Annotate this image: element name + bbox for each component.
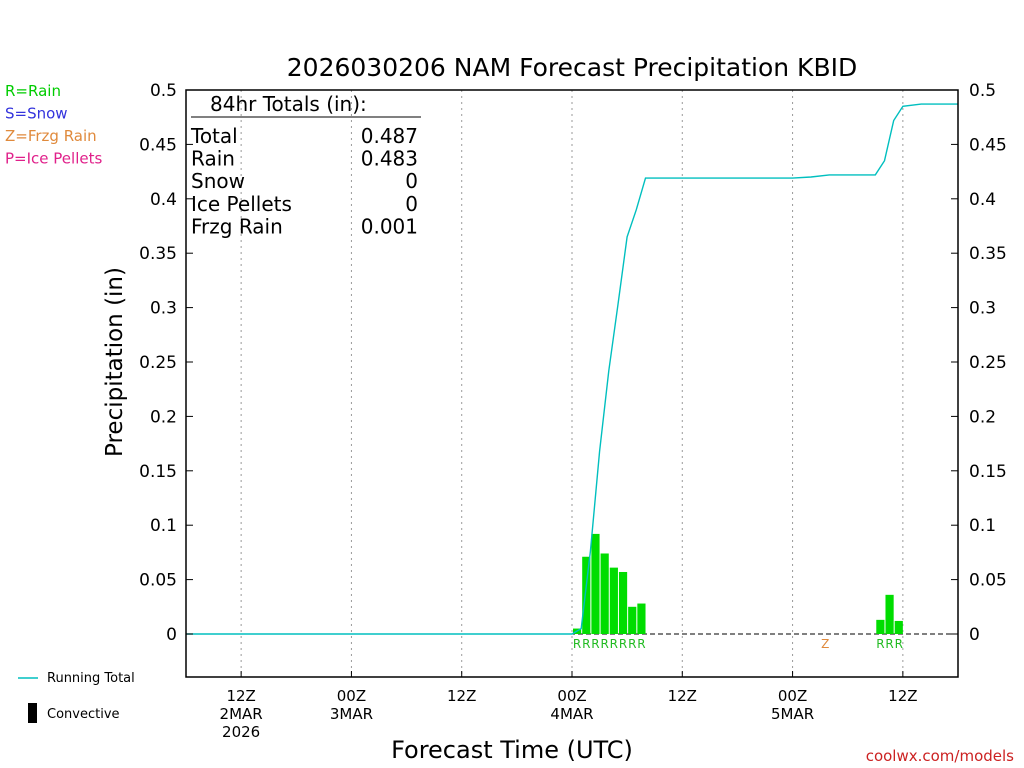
y-tick-label-left-1: 0.05 [139,571,177,591]
x-tick-label-1-0: 00Z [337,687,366,705]
precip-type-letter-1: R [582,637,590,651]
chart-title: 2026030206 NAM Forecast Precipitation KB… [287,53,857,82]
precip-type-letter-7: R [637,637,645,651]
totals-value-4: 0.001 [361,214,418,238]
x-tick-label-5-1: 5MAR [771,705,814,723]
y-tick-label-right-8: 0.4 [969,190,996,210]
x-tick-label-5-0: 00Z [778,687,807,705]
convective-swatch [28,703,37,723]
legend-type-3: P=Ice Pellets [5,150,102,168]
y-tick-label-left-8: 0.4 [150,190,177,210]
legend-type-0: R=Rain [5,82,61,100]
y-tick-label-right-0: 0 [969,625,980,645]
precip-type-letter-6: R [628,637,636,651]
totals-value-2: 0 [405,169,418,193]
precip-type-letter-0: R [573,637,581,651]
precip-bar-9 [876,619,885,634]
running-total-legend-label: Running Total [47,671,135,686]
totals-label-4: Frzg Rain [191,214,283,238]
precip-type-letter-2: R [591,637,599,651]
precip-bar-7 [637,603,646,634]
precip-type-letter-11: R [895,637,903,651]
y-tick-label-left-6: 0.3 [150,299,177,319]
y-tick-label-left-9: 0.45 [139,135,177,155]
legend-type-1: S=Snow [5,105,68,123]
x-tick-label-4-0: 12Z [668,687,697,705]
running-total-line [186,103,958,635]
precip-bar-5 [618,571,628,634]
totals-label-2: Snow [191,169,245,193]
y-tick-label-right-3: 0.15 [969,462,1007,482]
precip-type-letter-10: R [885,637,893,651]
y-tick-label-left-3: 0.15 [139,462,177,482]
precip-type-letter-4: R [610,637,618,651]
convective-legend-label: Convective [47,707,120,722]
totals-value-1: 0.483 [361,147,418,171]
x-tick-label-1-1: 3MAR [330,705,373,723]
precip-type-letter-9: R [876,637,884,651]
y-tick-label-right-4: 0.2 [969,407,996,427]
precip-type-legend: R=Rain S=Snow Z=Frzg Rain P=Ice Pellets [5,82,102,168]
totals-label-0: Total [190,124,238,148]
y-tick-label-left-10: 0.5 [150,81,177,101]
hourly-precip-bars [573,533,903,634]
precip-type-letter-8: Z [821,637,829,651]
legend-type-2: Z=Frzg Rain [5,127,97,145]
totals-label-1: Rain [191,147,235,171]
y-tick-label-right-2: 0.1 [969,516,996,536]
y-axis-ticks: 0 00.05 0.050.1 0.10.15 0.150.2 0.20.25 0.250.… [139,81,1007,645]
precip-bar-11 [894,620,903,634]
totals-value-3: 0 [405,192,418,216]
precip-bar-4 [609,567,618,634]
y-tick-label-left-0: 0 [166,625,177,645]
precip-type-letter-5: R [619,637,627,651]
y-tick-label-left-4: 0.2 [150,407,177,427]
y-tick-label-right-5: 0.25 [969,353,1007,373]
totals-header: 84hr Totals (in): [210,92,367,116]
y-tick-label-right-6: 0.3 [969,299,996,319]
precip-bar-1 [582,556,591,634]
y-tick-label-right-1: 0.05 [969,571,1007,591]
y-tick-label-left-7: 0.35 [139,244,177,264]
y-axis-label: Precipitation (in) [102,267,128,457]
vertical-gridlines [240,90,904,677]
y-tick-label-right-9: 0.45 [969,135,1007,155]
precip-bar-10 [885,594,894,634]
totals-label-3: Ice Pellets [191,192,292,216]
y-tick-label-left-5: 0.25 [139,353,177,373]
precip-bar-6 [628,606,637,634]
series-legend: Running Total Convective [18,671,135,723]
x-tick-label-2-0: 12Z [447,687,476,705]
precip-bar-2 [591,533,600,634]
totals-box: 84hr Totals (in): Total 0.487 Rain 0.483 Sno… [190,92,421,238]
precip-type-letter-3: R [600,637,608,651]
x-axis-label: Forecast Time (UTC) [391,736,633,764]
y-tick-label-right-7: 0.35 [969,244,1007,264]
x-tick-label-0-0: 12Z [226,687,255,705]
x-tick-label-0-1: 2MAR [220,705,263,723]
precip-bar-3 [600,553,609,634]
y-tick-label-right-10: 0.5 [969,81,996,101]
y-tick-label-left-2: 0.1 [150,516,177,536]
totals-value-0: 0.487 [361,124,418,148]
credit-text: coolwx.com/models [866,747,1014,765]
x-tick-label-3-1: 4MAR [550,705,593,723]
totals-rows: Total 0.487 Rain 0.483 Snow 0 Ice Pellets 0 Frzg… [190,124,418,238]
x-tick-label-3-0: 00Z [557,687,586,705]
x-tick-label-0-2: 2026 [222,723,260,741]
x-tick-label-6-0: 12Z [888,687,917,705]
